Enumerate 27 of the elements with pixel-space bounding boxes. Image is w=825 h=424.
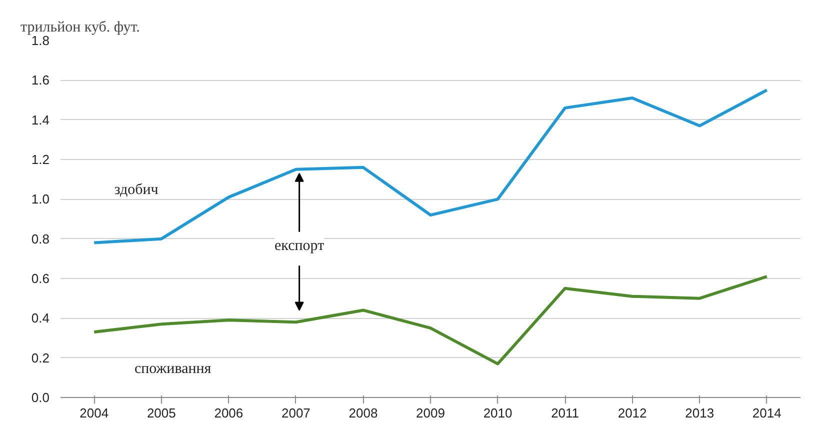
y-tick-label: 1.4 [31,112,50,128]
x-tick-label: 2008 [348,406,378,420]
x-tick-label: 2012 [618,406,647,420]
annotation: експорт [274,238,325,254]
y-tick-label: 0.4 [31,310,50,326]
x-tick-label: 2014 [752,406,782,420]
text: споживання [134,361,212,378]
x-tick-label: 2010 [483,406,512,420]
x-tick-label: 2013 [685,406,714,420]
y-tick-label: 0.0 [31,390,50,405]
y-tick-label: 0.2 [31,350,50,366]
y-axis-title: трильйон куб. фут. [20,20,140,36]
x-tick-label: 2005 [146,406,176,420]
text: здобич [114,182,159,198]
line-series [92,275,768,366]
x-tick-label: 2004 [80,406,109,420]
y-tick-label: 1.6 [31,72,50,88]
x-tick-label: 2006 [214,406,244,420]
y-tick-label: 0.8 [31,231,50,246]
x-tick-label: 2007 [281,406,310,420]
x-tick-label: 2009 [416,406,445,420]
x-tick-label: 2011 [551,406,580,420]
y-tick-label: 1.0 [31,192,50,207]
y-tick-label: 1.8 [31,33,50,48]
y-tick-label: 1.2 [31,152,50,167]
y-tick-label: 0.6 [31,271,50,286]
line-series [92,88,768,244]
